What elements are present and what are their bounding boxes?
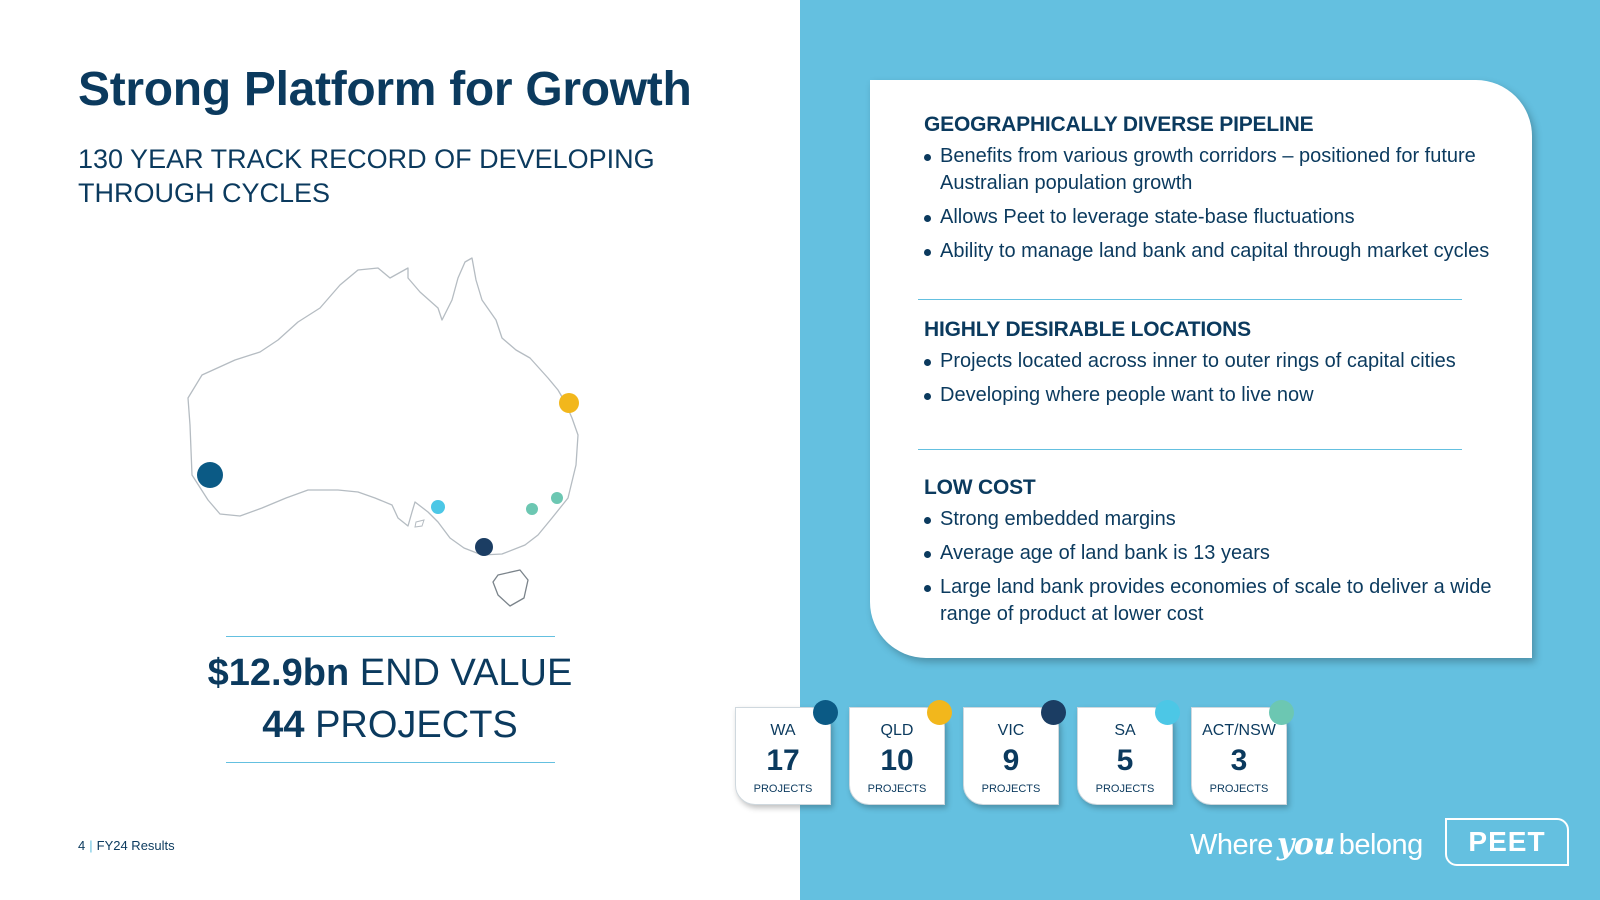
state-dot-act-nsw	[1269, 700, 1294, 725]
section-heading: HIGHLY DESIRABLE LOCATIONS	[924, 318, 1251, 341]
state-project-count: 5	[1116, 744, 1134, 777]
map-marker-act	[526, 503, 538, 515]
tagline-belong: belong	[1338, 829, 1424, 861]
state-projects-label: PROJECTS	[753, 783, 813, 795]
map-marker-qld	[559, 393, 579, 413]
bullet-item: Large land bank provides economies of sc…	[924, 574, 1494, 628]
state-dot-sa	[1155, 700, 1180, 725]
page-title: Strong Platform for Growth	[78, 63, 692, 116]
projects-label: PROJECTS	[315, 704, 518, 746]
state-dot-vic	[1041, 700, 1066, 725]
state-name: VIC	[997, 722, 1025, 739]
state-card-sa: SA 5 PROJECTS	[1077, 700, 1180, 805]
end-value-label: END VALUE	[359, 652, 573, 694]
state-card-wa: WA 17 PROJECTS	[735, 700, 838, 805]
state-name: WA	[770, 722, 796, 739]
projects-line: 44 PROJECTS	[190, 699, 590, 751]
state-card-qld: QLD 10 PROJECTS	[849, 700, 952, 805]
growth-drivers-card: GEOGRAPHICALLY DIVERSE PIPELINE Benefits…	[870, 80, 1532, 658]
map-marker-nsw	[551, 492, 563, 504]
tasmania-outline	[492, 569, 529, 607]
subtitle-line-1: 130 YEAR TRACK RECORD OF DEVELOPING	[78, 144, 655, 174]
summary-rule-bottom	[226, 762, 555, 763]
tagline-you: you	[1276, 827, 1335, 862]
bullet-item: Developing where people want to live now	[924, 382, 1494, 409]
bullet-item: Average age of land bank is 13 years	[924, 540, 1494, 567]
brand-tagline: Where you belong	[1190, 827, 1423, 862]
state-card-vic: VIC 9 PROJECTS	[963, 700, 1066, 805]
state-projects-label: PROJECTS	[1095, 783, 1155, 795]
section-heading: LOW COST	[924, 476, 1036, 499]
report-name: FY24 Results	[96, 838, 175, 853]
state-projects-label: PROJECTS	[981, 783, 1041, 795]
section-low-cost: LOW COST Strong embedded margins Average…	[924, 476, 1494, 635]
end-value-line: $12.9bn END VALUE	[190, 647, 590, 699]
footer-separator: |	[89, 838, 93, 853]
state-name: QLD	[880, 722, 914, 739]
state-projects-label: PROJECTS	[867, 783, 927, 795]
peet-logo: PEET	[1445, 818, 1569, 866]
bullet-list: Strong embedded margins Average age of l…	[924, 506, 1494, 628]
state-project-count: 17	[766, 744, 800, 777]
map-marker-vic	[475, 538, 493, 556]
bullet-list: Benefits from various growth corridors –…	[924, 143, 1494, 265]
state-dot-qld	[927, 700, 952, 725]
bullet-item: Ability to manage land bank and capital …	[924, 238, 1494, 265]
state-projects-label: PROJECTS	[1209, 783, 1269, 795]
page-subtitle: 130 YEAR TRACK RECORD OF DEVELOPING THRO…	[78, 142, 718, 210]
bullet-item: Strong embedded margins	[924, 506, 1494, 533]
map-marker-wa	[197, 462, 223, 488]
subtitle-line-2: THROUGH CYCLES	[78, 178, 331, 208]
end-value-amount: $12.9bn	[207, 652, 350, 694]
bullet-item: Allows Peet to leverage state-base fluct…	[924, 204, 1494, 231]
summary-block: $12.9bn END VALUE 44 PROJECTS	[190, 647, 590, 751]
bullet-list: Projects located across inner to outer r…	[924, 348, 1494, 409]
page-footer: 4 | FY24 Results	[78, 838, 175, 853]
bullet-item: Projects located across inner to outer r…	[924, 348, 1494, 375]
tagline-where: Where	[1190, 829, 1273, 861]
section-divider	[918, 449, 1462, 450]
summary-rule-top	[226, 636, 555, 637]
state-dot-wa	[813, 700, 838, 725]
mainland-outline	[187, 257, 579, 556]
island-outline	[414, 519, 425, 528]
bullet-item: Benefits from various growth corridors –…	[924, 143, 1494, 197]
section-heading: GEOGRAPHICALLY DIVERSE PIPELINE	[924, 113, 1314, 136]
page-number: 4	[78, 838, 86, 853]
state-project-count: 10	[880, 744, 914, 777]
map-marker-sa	[431, 500, 445, 514]
state-project-count: 3	[1230, 744, 1248, 777]
state-name: ACT/NSW	[1202, 722, 1276, 739]
section-locations: HIGHLY DESIRABLE LOCATIONS Projects loca…	[924, 318, 1494, 416]
state-name: SA	[1114, 722, 1136, 739]
section-geographic: GEOGRAPHICALLY DIVERSE PIPELINE Benefits…	[924, 113, 1494, 272]
state-card-act-nsw: ACT/NSW 3 PROJECTS	[1191, 700, 1294, 805]
section-divider	[918, 299, 1462, 300]
projects-count: 44	[262, 704, 305, 746]
state-project-count: 9	[1002, 744, 1020, 777]
australia-map-icon	[187, 257, 579, 607]
australia-map	[180, 250, 610, 630]
